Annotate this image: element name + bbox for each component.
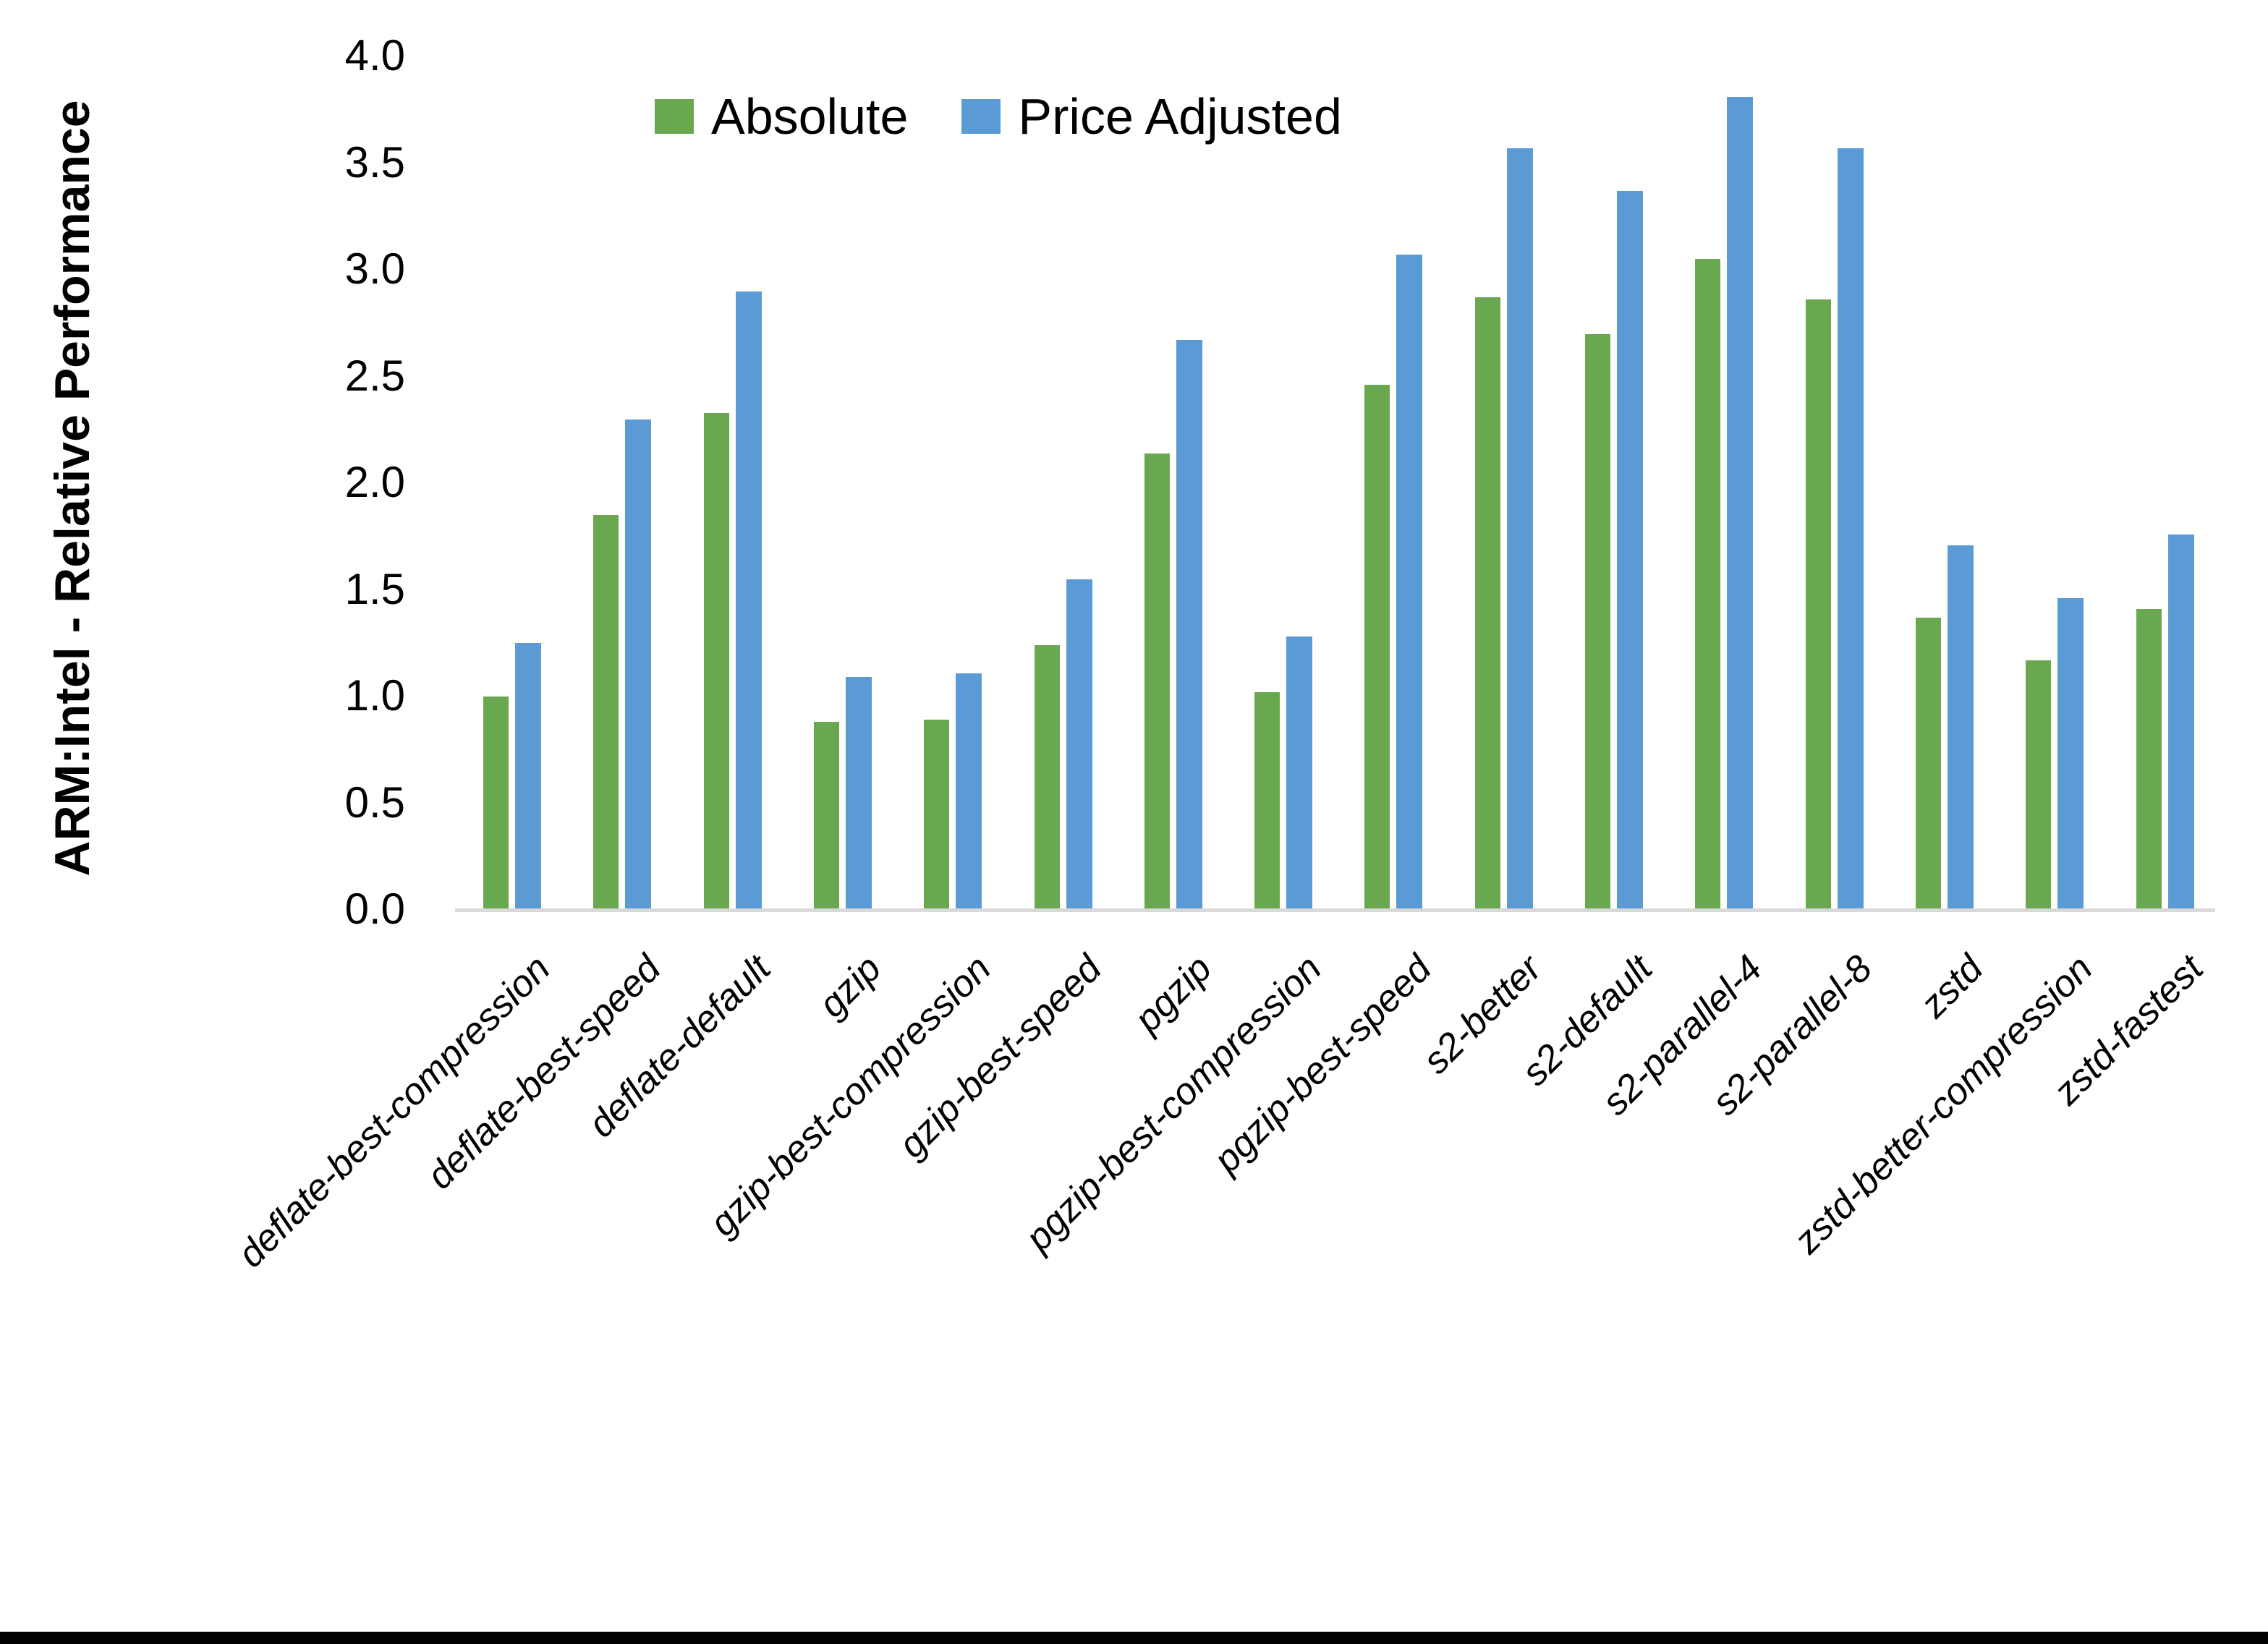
bar-price-adjusted [735,291,762,910]
bar-price-adjusted [1176,340,1202,910]
bar-absolute [703,412,729,910]
bar-price-adjusted [1727,97,1754,910]
y-tick-label: 1.5 [344,564,405,613]
y-tick-label: 3.5 [344,137,405,187]
bar-price-adjusted [1396,255,1423,910]
figure-bottom-border [0,1632,2268,1644]
bar-absolute [1585,333,1610,910]
y-tick-label: 4.0 [344,30,405,80]
bar-absolute [2136,609,2162,910]
x-tick-label: pgzip [1126,947,1220,1041]
bar-absolute [483,697,509,910]
legend-label-price-adjusted: Price Adjusted [1018,88,1342,145]
bar-price-adjusted [1617,190,1643,910]
bar-absolute [813,722,839,910]
bar-price-adjusted [1947,545,1974,910]
bar-absolute [1474,297,1500,910]
bar-price-adjusted [1506,148,1533,910]
y-tick-label: 2.0 [344,457,405,506]
bar-price-adjusted [1066,579,1092,910]
y-tick-label: 0.5 [344,778,405,827]
bar-price-adjusted [2057,598,2084,910]
bar-price-adjusted [1286,636,1313,910]
bar-absolute [593,515,619,910]
legend-swatch-absolute-icon [655,99,694,134]
y-axis-title: ARM:Intel - Relative Performance [45,100,100,877]
bar-price-adjusted [1837,148,1864,910]
bar-absolute [1805,299,1831,910]
y-tick-label: 2.5 [344,351,405,400]
bar-price-adjusted [845,677,872,910]
bar-absolute [1364,385,1390,910]
x-tick-label: gzip [810,947,889,1026]
bar-price-adjusted [2167,534,2194,910]
bar-absolute [924,720,950,910]
x-tick-label: zstd [1912,947,1991,1026]
legend-label-absolute: Absolute [711,88,909,145]
x-axis-line [455,908,2215,912]
bar-absolute [1254,692,1280,910]
legend: Absolute Price Adjusted [655,91,1342,142]
legend-item-price-adjusted: Price Adjusted [961,88,1342,145]
y-tick-label: 1.0 [344,670,405,720]
legend-swatch-price-adjusted-icon [961,99,1001,134]
bar-absolute [2026,660,2052,910]
bar-absolute [1034,645,1060,910]
y-tick-label: 0.0 [344,884,405,933]
legend-item-absolute: Absolute [655,91,908,142]
bar-price-adjusted [956,673,982,910]
bar-price-adjusted [625,419,652,910]
bar-absolute [1144,453,1170,910]
bar-absolute [1695,259,1721,910]
x-tick-label: gzip-best-speed [890,947,1110,1167]
bar-absolute [1915,617,1941,910]
bar-price-adjusted [515,643,541,910]
y-tick-label: 3.0 [344,244,405,293]
